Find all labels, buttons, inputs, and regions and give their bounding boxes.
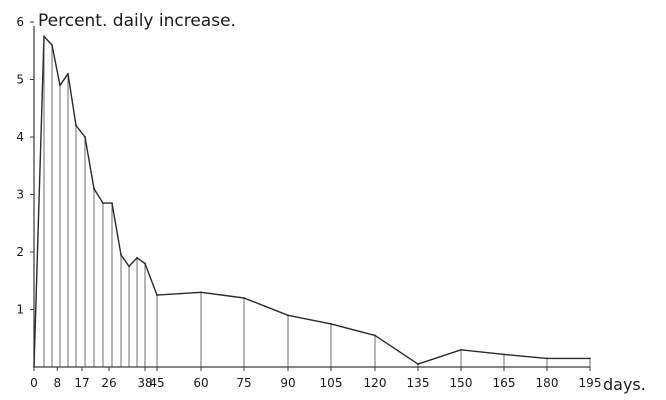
data-point (589, 357, 591, 360)
data-point (111, 202, 113, 205)
x-tick-label: 105 (320, 376, 343, 390)
data-point (75, 124, 77, 127)
data-point (51, 44, 53, 46)
x-tick-label: 38 (137, 376, 152, 390)
data-point (43, 35, 45, 38)
axes (33, 26, 590, 368)
x-tick-label: 26 (101, 376, 116, 390)
data-point (59, 84, 61, 87)
data-point (243, 297, 245, 299)
data-point (200, 291, 202, 294)
data-point (93, 187, 95, 190)
chart-title: Percent. daily increase. (38, 11, 236, 31)
y-tick-label: 5 (16, 73, 24, 87)
x-tick-label: 90 (280, 376, 295, 390)
x-tick-label: 150 (450, 376, 473, 390)
x-tick-label: 165 (493, 376, 516, 390)
y-tick-label: 3 (16, 188, 24, 202)
data-point (136, 256, 138, 259)
data-curve (33, 35, 590, 368)
data-point (33, 366, 35, 368)
x-tick-label: 75 (236, 376, 251, 390)
data-point (460, 348, 462, 351)
x-tick-label: 135 (407, 376, 430, 390)
data-point (503, 353, 505, 356)
x-tick-label: 120 (364, 376, 387, 390)
y-tick-label: 4 (16, 130, 24, 144)
data-point (374, 334, 376, 337)
vertical-drop-lines (43, 36, 591, 367)
data-point (102, 202, 104, 205)
x-tick-label: 195 (579, 376, 602, 390)
data-point (330, 322, 332, 325)
x-tick-label: 180 (536, 376, 559, 390)
data-point (144, 262, 146, 265)
data-point (156, 294, 158, 297)
data-point (120, 253, 122, 256)
data-points (33, 35, 591, 368)
data-point (287, 314, 289, 317)
x-tick-label: 0 (30, 376, 38, 390)
y-tick-label: 1 (16, 303, 24, 317)
x-tick-label: 17 (74, 376, 89, 390)
x-tick-label: 60 (193, 376, 208, 390)
x-axis-label: days. (603, 375, 646, 394)
data-point (128, 265, 130, 268)
data-point (84, 136, 86, 138)
data-point (67, 72, 69, 75)
data-point (417, 363, 419, 366)
y-tick-label: 2 (16, 245, 24, 259)
x-tick-label: 8 (54, 376, 62, 390)
x-tick-label: 45 (149, 376, 164, 390)
y-axis-ticks: 1 2 3 4 5 6 (16, 15, 34, 317)
data-point (546, 357, 548, 360)
y-tick-label: 6 (16, 15, 24, 29)
